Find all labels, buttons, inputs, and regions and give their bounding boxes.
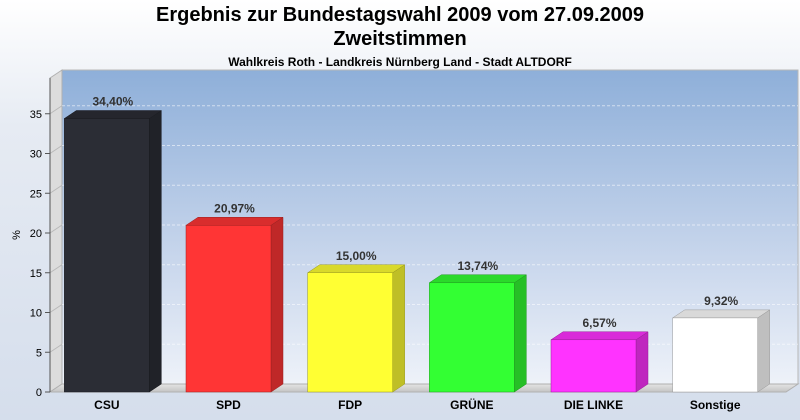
- value-label: 6,57%: [582, 316, 616, 330]
- y-tick-label: 0: [36, 387, 42, 399]
- x-tick-label: CSU: [94, 398, 119, 412]
- x-tick-label: GRÜNE: [450, 397, 493, 412]
- x-axis: CSU SPD FDP GRÜNE DIE LINKE Sonstige: [94, 397, 741, 412]
- y-tick-label: 10: [30, 308, 42, 320]
- bar-side: [514, 274, 527, 393]
- bar-top: [428, 274, 528, 284]
- value-label: 15,00%: [336, 249, 377, 263]
- bar-side: [635, 331, 649, 393]
- y-axis: 0 5 10 15 20 25 30 35%: [11, 78, 51, 399]
- value-label: 34,40%: [92, 95, 133, 109]
- bar-top: [550, 331, 649, 341]
- grid-line-side: [49, 145, 63, 154]
- grid-line-side: [49, 184, 63, 194]
- bar-grüne: [428, 274, 528, 393]
- bar-side: [757, 309, 770, 393]
- value-labels: 34,40% 20,97% 15,00% 13,74% 6,57% 9,32%: [92, 95, 738, 330]
- grid-line-side: [49, 264, 63, 274]
- y-tick-label: 30: [30, 149, 42, 161]
- bar-spd: [185, 216, 284, 393]
- x-tick-label: SPD: [216, 398, 241, 412]
- bar-front: [429, 282, 515, 393]
- y-tick-label: 35: [30, 109, 42, 121]
- bar-top: [63, 110, 163, 119]
- y-tick-label: 25: [30, 188, 42, 200]
- bar-sonstige: [671, 309, 771, 393]
- bar-fdp: [306, 264, 406, 393]
- value-label: 13,74%: [457, 259, 498, 273]
- bar-top: [671, 309, 771, 319]
- bar-front: [185, 225, 272, 393]
- grid-lines: [49, 105, 798, 353]
- bar-side: [392, 264, 405, 393]
- value-label: 20,97%: [214, 201, 255, 215]
- grid-line-side: [49, 304, 63, 313]
- bar-front: [307, 272, 393, 393]
- bar-top: [306, 264, 406, 273]
- grid-line-side: [49, 343, 63, 353]
- bar-die-linke: [550, 331, 649, 393]
- bar-top: [185, 217, 284, 226]
- value-label: 9,32%: [704, 294, 738, 308]
- bar-front: [64, 118, 150, 393]
- y-tick-label: 20: [30, 228, 42, 240]
- plot-left-wall: [49, 69, 63, 393]
- x-tick-label: Sonstige: [690, 398, 741, 412]
- bar-side: [149, 110, 162, 393]
- grid-line-side: [49, 105, 63, 115]
- bar-side: [270, 216, 284, 393]
- chart-subtitle: Wahlkreis Roth - Landkreis Nürnberg Land…: [228, 55, 572, 69]
- y-axis-label: %: [11, 230, 23, 240]
- x-tick-label: DIE LINKE: [564, 398, 623, 412]
- y-tick-label: 5: [36, 347, 42, 359]
- chart-title-line2: Zweitstimmen: [333, 28, 467, 50]
- grid-line-side: [49, 224, 63, 234]
- bar-front: [672, 317, 758, 393]
- bar-front: [550, 339, 637, 393]
- y-tick-label: 15: [30, 268, 42, 280]
- chart-title: Ergebnis zur Bundestagswahl 2009 vom 27.…: [156, 4, 644, 26]
- bars: [63, 110, 771, 393]
- bar-csu: [63, 110, 163, 393]
- x-tick-label: FDP: [338, 398, 362, 412]
